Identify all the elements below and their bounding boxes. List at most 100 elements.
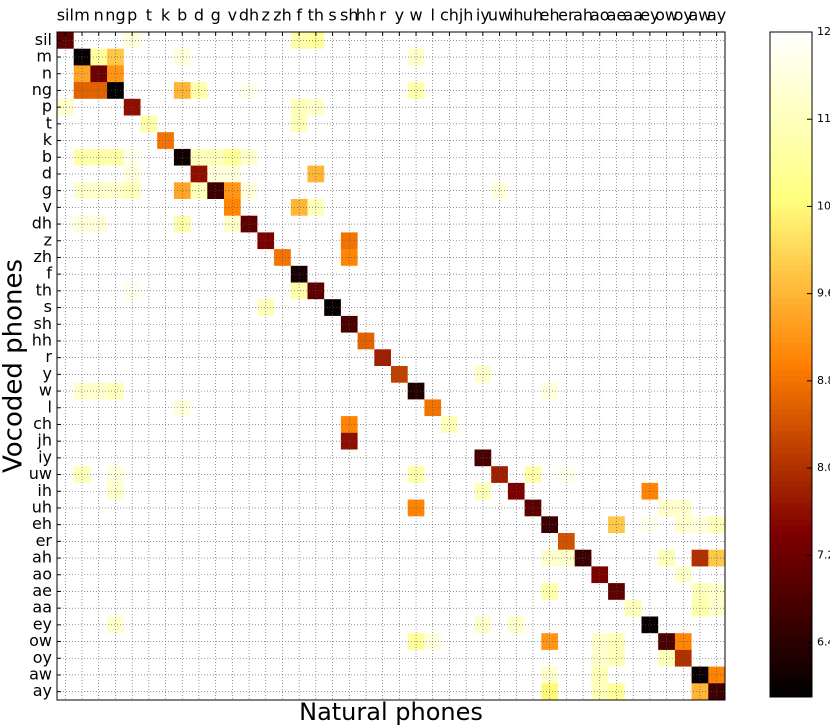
cell (374, 616, 392, 634)
cell (107, 499, 125, 517)
cell (558, 199, 575, 216)
cell (207, 299, 225, 317)
y-tick-label: uw (29, 464, 52, 483)
cell (691, 616, 709, 634)
cell (491, 199, 509, 216)
cell (574, 32, 592, 49)
cell (107, 382, 125, 400)
cell (574, 182, 592, 200)
cell (107, 115, 125, 133)
cell (407, 199, 425, 216)
cell (691, 432, 709, 450)
cell (107, 616, 125, 634)
cell (224, 616, 241, 634)
cell (558, 583, 575, 601)
cell (558, 48, 575, 66)
cell (691, 416, 709, 434)
cell (374, 82, 392, 100)
cell (257, 299, 275, 317)
y-tick-label: n (42, 63, 52, 82)
cell (90, 299, 108, 317)
cell (324, 432, 342, 450)
cell (90, 232, 108, 250)
colorbar-segment (770, 181, 812, 188)
cell (608, 315, 626, 333)
cell (524, 82, 542, 100)
cell (173, 299, 191, 317)
cell (107, 315, 125, 333)
cell (591, 315, 609, 333)
cell (224, 583, 241, 601)
cell (324, 232, 342, 250)
cell (190, 115, 208, 133)
cell (324, 416, 342, 434)
cell (591, 432, 609, 450)
colorbar-segment (770, 148, 812, 155)
cell (173, 65, 191, 83)
y-tick-label: z (44, 230, 52, 249)
cell (173, 315, 191, 333)
colorbar-segment (770, 314, 812, 321)
cell (90, 533, 108, 550)
cell (290, 533, 308, 550)
cell (257, 566, 275, 584)
cell (491, 315, 509, 333)
cell (524, 566, 542, 584)
cell (691, 82, 709, 100)
cell (641, 232, 659, 250)
colorbar-segment (770, 685, 812, 692)
x-tick-label: ng (105, 6, 125, 25)
colorbar-segment (770, 486, 812, 493)
x-tick-label: jh (458, 6, 474, 25)
cell (374, 466, 392, 484)
cell (708, 32, 726, 49)
cell (340, 65, 358, 83)
cell (324, 182, 342, 200)
cell (190, 82, 208, 100)
colorbar-segment (770, 281, 812, 288)
cell (224, 265, 241, 283)
colorbar-segment (770, 691, 812, 698)
cell (90, 499, 108, 517)
cell (290, 616, 308, 634)
cell (674, 533, 692, 550)
cell (574, 48, 592, 66)
cell (173, 432, 191, 450)
cell (290, 549, 308, 567)
cell (324, 382, 342, 400)
cell (173, 165, 191, 183)
colorbar-segment (770, 397, 812, 404)
cell (290, 115, 308, 133)
cell (224, 499, 241, 517)
cell (140, 32, 158, 49)
cell (708, 299, 726, 317)
x-tick-label: oy (674, 6, 693, 25)
cell (457, 48, 475, 66)
cell (407, 683, 425, 701)
cell (574, 566, 592, 584)
cell (708, 583, 726, 601)
cell (73, 416, 91, 434)
cell (641, 549, 659, 567)
cell (190, 533, 208, 550)
cell (324, 299, 342, 317)
cell (674, 416, 692, 434)
cell (173, 48, 191, 66)
cell (140, 299, 158, 317)
cell (207, 32, 225, 49)
cell (708, 165, 726, 183)
colorbar-segment (770, 464, 812, 471)
cell (591, 115, 609, 133)
colorbar-segment (770, 303, 812, 310)
cell (558, 299, 575, 317)
cell (524, 115, 542, 133)
cell (608, 182, 626, 200)
cell (574, 115, 592, 133)
colorbar-segment (770, 613, 812, 620)
cell (374, 549, 392, 567)
cell (591, 349, 609, 367)
cell (591, 82, 609, 100)
cell (708, 115, 726, 133)
cell (591, 466, 609, 484)
cell (73, 533, 91, 550)
